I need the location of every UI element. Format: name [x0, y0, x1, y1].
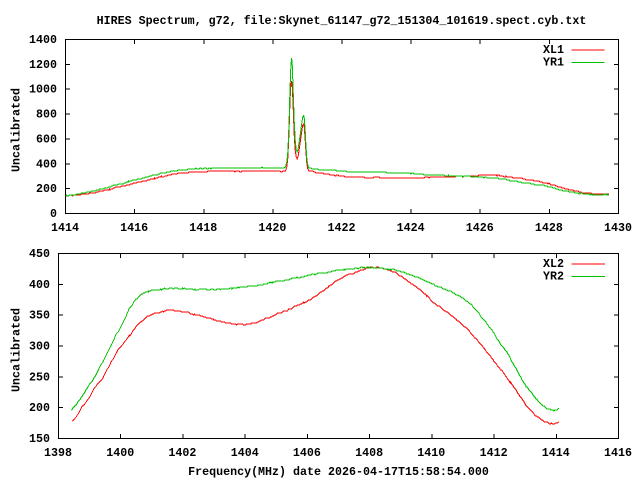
- svg-text:1398: 1398: [44, 446, 72, 460]
- svg-text:600: 600: [36, 132, 57, 146]
- svg-text:1408: 1408: [355, 446, 383, 460]
- svg-text:1416: 1416: [120, 221, 148, 235]
- svg-text:1414: 1414: [51, 221, 79, 235]
- svg-text:150: 150: [29, 432, 50, 446]
- svg-text:400: 400: [36, 157, 57, 171]
- svg-text:Uncalibrated: Uncalibrated: [10, 88, 24, 172]
- svg-text:400: 400: [29, 278, 50, 292]
- svg-text:350: 350: [29, 309, 50, 323]
- svg-text:1410: 1410: [417, 446, 445, 460]
- svg-text:1400: 1400: [106, 446, 134, 460]
- svg-text:1000: 1000: [29, 83, 57, 97]
- svg-text:200: 200: [29, 401, 50, 415]
- svg-text:Uncalibrated: Uncalibrated: [10, 308, 24, 392]
- svg-text:1414: 1414: [542, 446, 570, 460]
- svg-text:1424: 1424: [397, 221, 425, 235]
- svg-text:HIRES Spectrum, g72, file:Skyn: HIRES Spectrum, g72, file:Skynet_61147_g…: [97, 14, 587, 28]
- svg-text:1406: 1406: [293, 446, 321, 460]
- svg-text:1428: 1428: [535, 221, 563, 235]
- svg-text:0: 0: [50, 207, 57, 221]
- svg-text:1418: 1418: [189, 221, 217, 235]
- svg-text:YR1: YR1: [543, 56, 564, 70]
- svg-text:1402: 1402: [168, 446, 196, 460]
- svg-text:Frequency(MHz) date 2026-04-17: Frequency(MHz) date 2026-04-17T15:58:54.…: [188, 465, 489, 479]
- svg-text:1420: 1420: [258, 221, 286, 235]
- svg-text:YR2: YR2: [543, 270, 564, 284]
- svg-text:1422: 1422: [328, 221, 356, 235]
- svg-text:1416: 1416: [604, 446, 632, 460]
- svg-text:1404: 1404: [231, 446, 259, 460]
- svg-text:1412: 1412: [480, 446, 508, 460]
- svg-text:800: 800: [36, 108, 57, 122]
- svg-text:1200: 1200: [29, 58, 57, 72]
- svg-text:200: 200: [36, 182, 57, 196]
- svg-text:1400: 1400: [29, 33, 57, 47]
- svg-text:1426: 1426: [466, 221, 494, 235]
- svg-text:300: 300: [29, 340, 50, 354]
- svg-text:XL2: XL2: [543, 257, 564, 271]
- svg-text:XL1: XL1: [543, 43, 564, 57]
- svg-text:250: 250: [29, 370, 50, 384]
- svg-text:450: 450: [29, 247, 50, 261]
- svg-text:1430: 1430: [604, 221, 632, 235]
